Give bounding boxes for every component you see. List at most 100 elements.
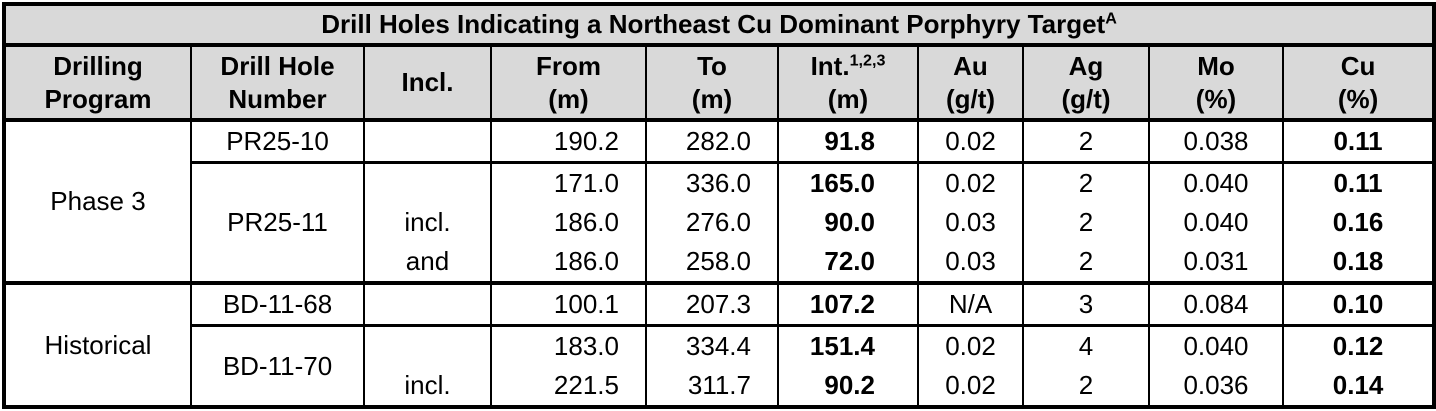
cell-from: 183.0 [490, 324, 647, 366]
header-line: To [697, 50, 727, 81]
cell-au: 0.03 [917, 242, 1024, 283]
cell-to: 311.7 [645, 366, 779, 407]
cell-mo: 0.040 [1148, 324, 1284, 366]
cell-interval: 165.0 [777, 161, 919, 203]
cell-to: 336.0 [645, 161, 779, 203]
cell-incl [363, 281, 492, 326]
header-line: (m) [827, 83, 869, 114]
cell-cu: 0.16 [1281, 203, 1436, 242]
cell-drill-hole-number: PR25-11 [190, 161, 365, 283]
cell-from: 186.0 [490, 242, 647, 283]
cell-drill-hole-number: PR25-10 [190, 120, 365, 163]
cell-mo: 0.038 [1148, 120, 1284, 163]
cell-au: 0.02 [917, 366, 1024, 407]
cell-interval: 72.0 [777, 242, 919, 283]
table-title-superscript: A [1105, 9, 1117, 28]
cell-incl: and [363, 242, 492, 283]
table-header-row: Drilling Program Drill Hole Number Incl. F… [3, 45, 1436, 122]
cell-cu: 0.12 [1281, 324, 1436, 366]
cell-ag: 2 [1022, 242, 1150, 283]
cell-ag: 4 [1022, 324, 1150, 366]
cell-to: 276.0 [645, 203, 779, 242]
column-header-au: Au (g/t) [917, 45, 1024, 122]
cell-drill-hole-number: BD-11-68 [190, 281, 365, 326]
header-line: (m) [548, 83, 589, 114]
cell-au: 0.02 [917, 324, 1024, 366]
cell-from: 190.2 [490, 120, 647, 163]
cell-incl [363, 324, 492, 366]
cell-to: 334.4 [645, 324, 779, 366]
cell-ag: 2 [1022, 161, 1150, 203]
cell-drilling-program: Phase 3 [3, 120, 192, 283]
header-line: Mo [1197, 50, 1235, 81]
cell-drilling-program: Historical [3, 281, 192, 407]
column-header-to: To (m) [645, 45, 779, 122]
table-row: PR25-11 171.0 336.0 165.0 0.02 2 0.040 0… [4, 161, 1436, 283]
column-header-mo: Mo (%) [1148, 45, 1284, 122]
header-line: Incl. [401, 67, 454, 97]
cell-interval: 107.2 [777, 281, 919, 326]
cell-mo: 0.040 [1148, 203, 1284, 242]
table-row: and 186.0 258.0 72.0 0.03 2 0.031 0.18 [4, 242, 1436, 283]
cell-from: 100.1 [490, 281, 647, 326]
table-title-row: Drill Holes Indicating a Northeast Cu Do… [2, 4, 1436, 47]
column-header-interval: Int.1,2,3 (m) [777, 45, 919, 122]
cell-interval: 91.8 [777, 120, 919, 163]
cell-mo: 0.031 [1148, 242, 1284, 283]
cell-to: 258.0 [645, 242, 779, 283]
cell-to: 282.0 [645, 120, 779, 163]
cell-mo: 0.084 [1148, 281, 1284, 326]
cell-interval: 151.4 [777, 324, 919, 366]
column-header-incl: Incl. [363, 45, 492, 122]
cell-from: 186.0 [490, 203, 647, 242]
header-line: Int.1,2,3 [780, 50, 916, 83]
header-line: Ag [1068, 50, 1104, 81]
header-line: (%) [1195, 83, 1237, 114]
header-int-superscript: 1,2,3 [849, 50, 886, 69]
cell-cu: 0.18 [1281, 242, 1436, 283]
cell-au: 0.02 [917, 120, 1024, 163]
table-title-text: Drill Holes Indicating a Northeast Cu Do… [321, 9, 1106, 39]
cell-incl: incl. [363, 366, 492, 407]
cell-au: 0.02 [917, 161, 1024, 203]
cell-drill-hole-number: BD-11-70 [190, 324, 365, 407]
header-line: Cu [1340, 50, 1376, 81]
cell-incl [363, 161, 492, 203]
cell-cu: 0.10 [1281, 281, 1436, 326]
column-header-drilling-program: Drilling Program [3, 45, 192, 122]
cell-mo: 0.040 [1148, 161, 1284, 203]
header-line: (m) [691, 83, 733, 114]
cell-au: 0.03 [917, 203, 1024, 242]
header-line: Drilling [53, 50, 143, 81]
header-line: (%) [1337, 83, 1379, 114]
table-row: Phase 3 PR25-10 190.2 282.0 91.8 0.02 2 … [3, 120, 1436, 283]
cell-incl [363, 120, 492, 163]
cell-cu: 0.11 [1281, 161, 1436, 203]
cell-ag: 2 [1022, 366, 1150, 407]
cell-au: N/A [917, 281, 1024, 326]
header-line: Drill Hole [220, 50, 335, 81]
column-header-ag: Ag (g/t) [1022, 45, 1150, 122]
table-row: Historical BD-11-68 100.1 207.3 107.2 N/… [3, 281, 1436, 407]
table-title: Drill Holes Indicating a Northeast Cu Do… [2, 4, 1436, 47]
table-row: incl. 221.5 311.7 90.2 0.02 2 0.036 0.14 [4, 366, 1436, 407]
header-line: (g/t) [1061, 83, 1111, 114]
cell-mo: 0.036 [1148, 366, 1284, 407]
cell-from: 221.5 [490, 366, 647, 407]
cell-incl: incl. [363, 203, 492, 242]
cell-from: 171.0 [490, 161, 647, 203]
table-row: incl. 186.0 276.0 90.0 0.03 2 0.040 0.16 [4, 203, 1436, 242]
header-line: From [536, 50, 601, 81]
column-header-from: From (m) [490, 45, 647, 122]
cell-to: 207.3 [645, 281, 779, 326]
cell-ag: 3 [1022, 281, 1150, 326]
cell-ag: 2 [1022, 120, 1150, 163]
header-line: Number [228, 83, 327, 114]
cell-interval: 90.0 [777, 203, 919, 242]
column-header-drill-hole-number: Drill Hole Number [190, 45, 365, 122]
cell-cu: 0.11 [1281, 120, 1436, 163]
header-line: Program [44, 83, 152, 114]
table-row: BD-11-70 183.0 334.4 151.4 0.02 4 0.040 … [4, 324, 1436, 407]
